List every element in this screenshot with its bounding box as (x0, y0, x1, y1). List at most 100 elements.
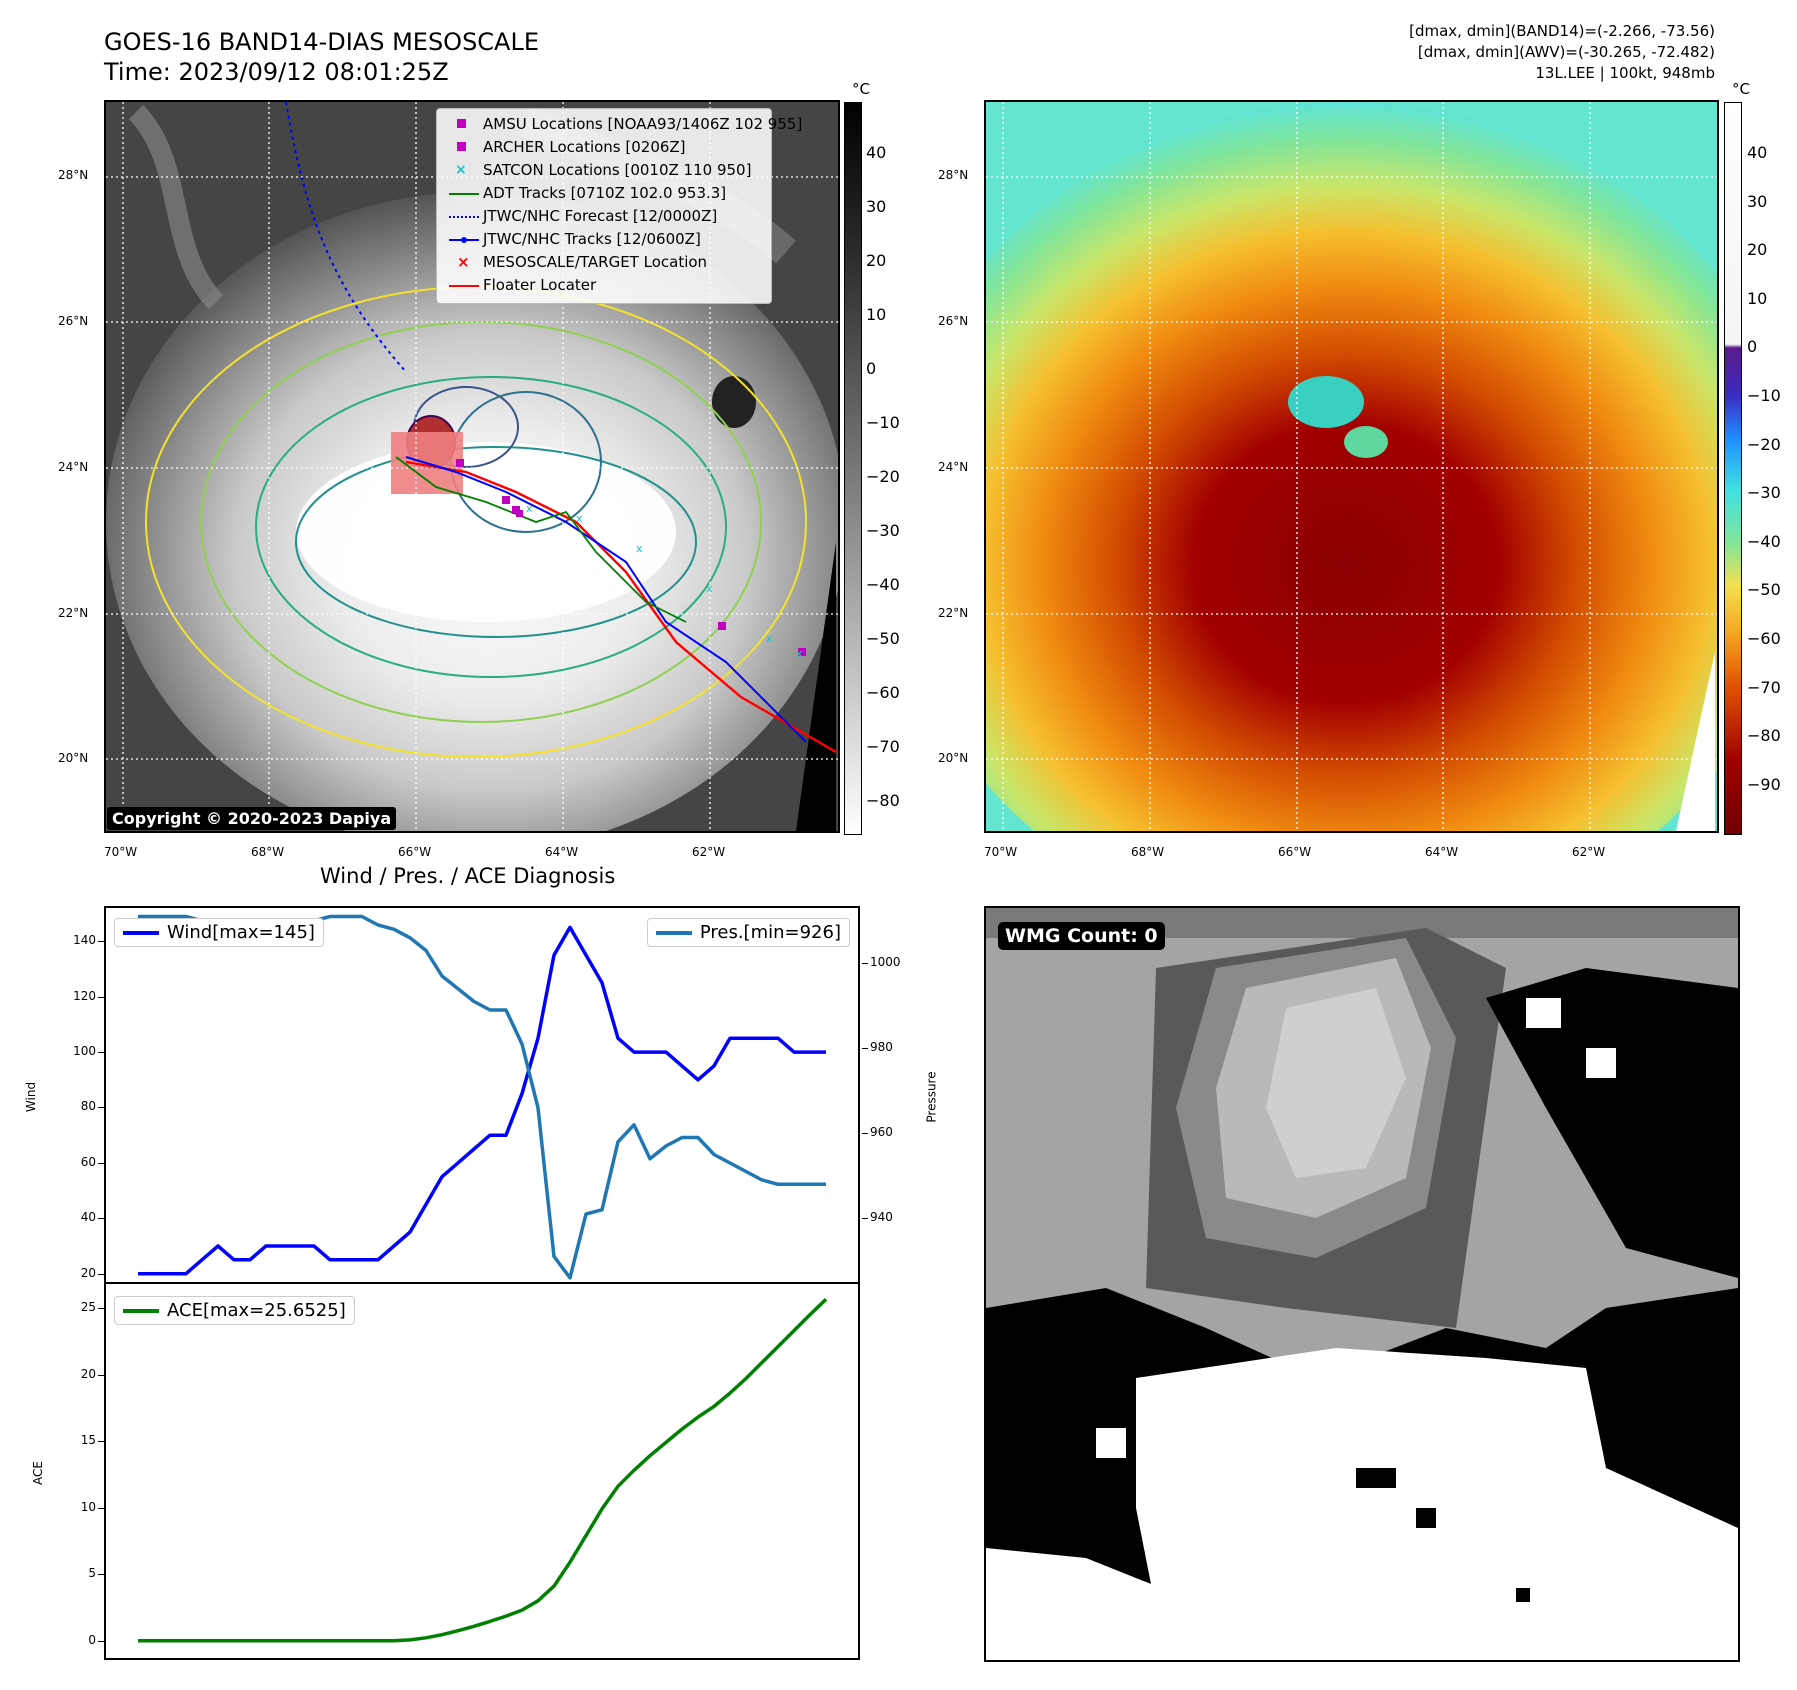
lon-label: 62°W (692, 845, 726, 859)
dotted-line-icon (449, 216, 479, 218)
ir-colorbar (844, 102, 862, 835)
axis-tick-label: 15 (80, 1433, 96, 1448)
axis-tick-mark (862, 963, 868, 965)
figure-title: GOES-16 BAND14-DIAS MESOSCALE (104, 28, 540, 56)
pressure-series-line (138, 914, 826, 1280)
axis-tick-label: 10 (80, 1499, 96, 1514)
wind-legend: Wind[max=145] (114, 918, 324, 947)
x-marker-icon: × (457, 253, 470, 271)
chart-title: Wind / Pres. / ACE Diagnosis (320, 864, 616, 888)
lat-label: 22°N (938, 606, 969, 620)
colorbar-tick-label: −70 (866, 737, 900, 756)
colorbar-tick-label: 30 (1747, 191, 1768, 211)
colorbar-tick-label: −70 (1747, 677, 1781, 697)
colorbar-tick-label: −90 (1747, 774, 1781, 794)
lon-label: 68°W (1131, 845, 1165, 859)
lon-label: 70°W (984, 845, 1018, 859)
colorbar-tick-label: −20 (866, 467, 900, 486)
square-marker-icon (457, 119, 466, 128)
legend-line-icon (123, 930, 159, 935)
axis-tick-label: 120 (73, 988, 96, 1003)
lat-label: 20°N (938, 751, 969, 765)
lon-label: 66°W (398, 845, 432, 859)
colorbar-tick-label: −10 (866, 413, 900, 432)
ace-series-line (138, 1298, 828, 1643)
legend-item-adt: ADT Tracks [0710Z 102.0 953.3] (445, 182, 763, 205)
axis-tick-label: 20 (80, 1366, 96, 1381)
axis-tick-mark (98, 996, 104, 998)
axis-tick-mark (98, 1640, 104, 1642)
lat-label: 24°N (938, 460, 969, 474)
wv-map-panel (984, 100, 1719, 833)
pressure-axis-label: Pressure (924, 1071, 939, 1123)
colorbar-tick-label: 0 (1747, 337, 1758, 357)
wv-satellite-image (986, 102, 1717, 831)
ir-map-panel: x x x x x x AMSU Locations [NOAA93/1406Z 102… (104, 100, 840, 833)
wv-range-info: [dmax, dmin](AWV)=(-30.265, -72.482) (1417, 43, 1715, 61)
axis-tick-mark (98, 1273, 104, 1275)
storm-info: 13L.LEE | 100kt, 948mb (1535, 64, 1715, 82)
axis-tick-mark (98, 941, 104, 943)
axis-tick-mark (98, 1218, 104, 1220)
colorbar-tick-label: −50 (866, 629, 900, 648)
legend-item-tracks: JTWC/NHC Tracks [12/0600Z] (445, 228, 763, 251)
colorbar-tick-label: 10 (866, 305, 887, 324)
colorbar-tick-label: 40 (1747, 143, 1768, 162)
ir-range-info: [dmax, dmin](BAND14)=(-2.266, -73.56) (1409, 22, 1715, 40)
axis-tick-label: 80 (80, 1099, 96, 1114)
legend-item-amsu: AMSU Locations [NOAA93/1406Z 102 955] (445, 113, 802, 136)
svg-text:x: x (796, 647, 803, 660)
axis-tick-label: 100 (73, 1044, 96, 1059)
axis-tick-label: 140 (73, 933, 96, 948)
wv-colorbar (1724, 102, 1742, 835)
lat-label: 22°N (58, 606, 89, 620)
ace-legend: ACE[max=25.6525] (114, 1296, 355, 1325)
lat-label: 26°N (58, 314, 89, 328)
colorbar-tick-label: 30 (866, 197, 887, 216)
axis-tick-label: 20 (80, 1265, 96, 1280)
ace-chart: ACE[max=25.6525] (104, 1282, 860, 1660)
line-marker-icon (449, 285, 479, 287)
colorbar-tick-label: 20 (1747, 240, 1768, 260)
wind-series-line (138, 925, 826, 1276)
colorbar-tick-label: −80 (1747, 726, 1781, 746)
legend-item-floater: Floater Locater (445, 274, 763, 297)
lon-label: 68°W (251, 845, 285, 859)
axis-tick-mark (98, 1162, 104, 1164)
lat-label: 24°N (58, 460, 89, 474)
square-marker-icon (457, 142, 466, 151)
colorbar-tick-label: −60 (866, 683, 900, 702)
wmg-panel: WMG Count: 0 (984, 906, 1740, 1662)
colorbar-tick-label: −30 (1747, 483, 1781, 503)
axis-tick-label: 5 (88, 1566, 96, 1581)
axis-tick-mark (98, 1574, 104, 1576)
lon-label: 66°W (1278, 845, 1312, 859)
lat-label: 26°N (938, 314, 969, 328)
wind-axis-label: Wind (24, 1081, 39, 1113)
colorbar-tick-label: −80 (866, 791, 900, 810)
lat-label: 28°N (58, 168, 89, 182)
lon-label: 64°W (1425, 845, 1459, 859)
lat-label: 28°N (938, 168, 969, 182)
axis-tick-mark (98, 1374, 104, 1376)
legend-item-archer: ARCHER Locations [0206Z] (445, 136, 763, 159)
ir-colorbar-unit: °C (852, 80, 870, 98)
axis-tick-label: 0 (88, 1632, 96, 1647)
figure-time: Time: 2023/09/12 08:01:25Z (104, 58, 449, 86)
wind-pressure-plot (138, 914, 826, 1280)
line-marker-icon (449, 193, 479, 195)
colorbar-tick-label: −40 (866, 575, 900, 594)
wind-pressure-chart: Wind[max=145] Pres.[min=926] (104, 906, 860, 1284)
legend-item-target: × MESOSCALE/TARGET Location (445, 251, 763, 274)
legend-line-icon (655, 930, 692, 935)
colorbar-tick-label: 40 (866, 143, 887, 162)
colorbar-tick-label: −60 (1747, 629, 1781, 648)
axis-tick-mark (98, 1307, 104, 1309)
lon-label: 64°W (545, 845, 579, 859)
axis-tick-mark (98, 1052, 104, 1054)
lon-label: 70°W (104, 845, 138, 859)
colorbar-tick-label: −50 (1747, 580, 1781, 600)
svg-text:x: x (706, 582, 713, 595)
svg-text:x: x (576, 512, 583, 525)
ir-map-legend: AMSU Locations [NOAA93/1406Z 102 955] AR… (436, 108, 802, 304)
